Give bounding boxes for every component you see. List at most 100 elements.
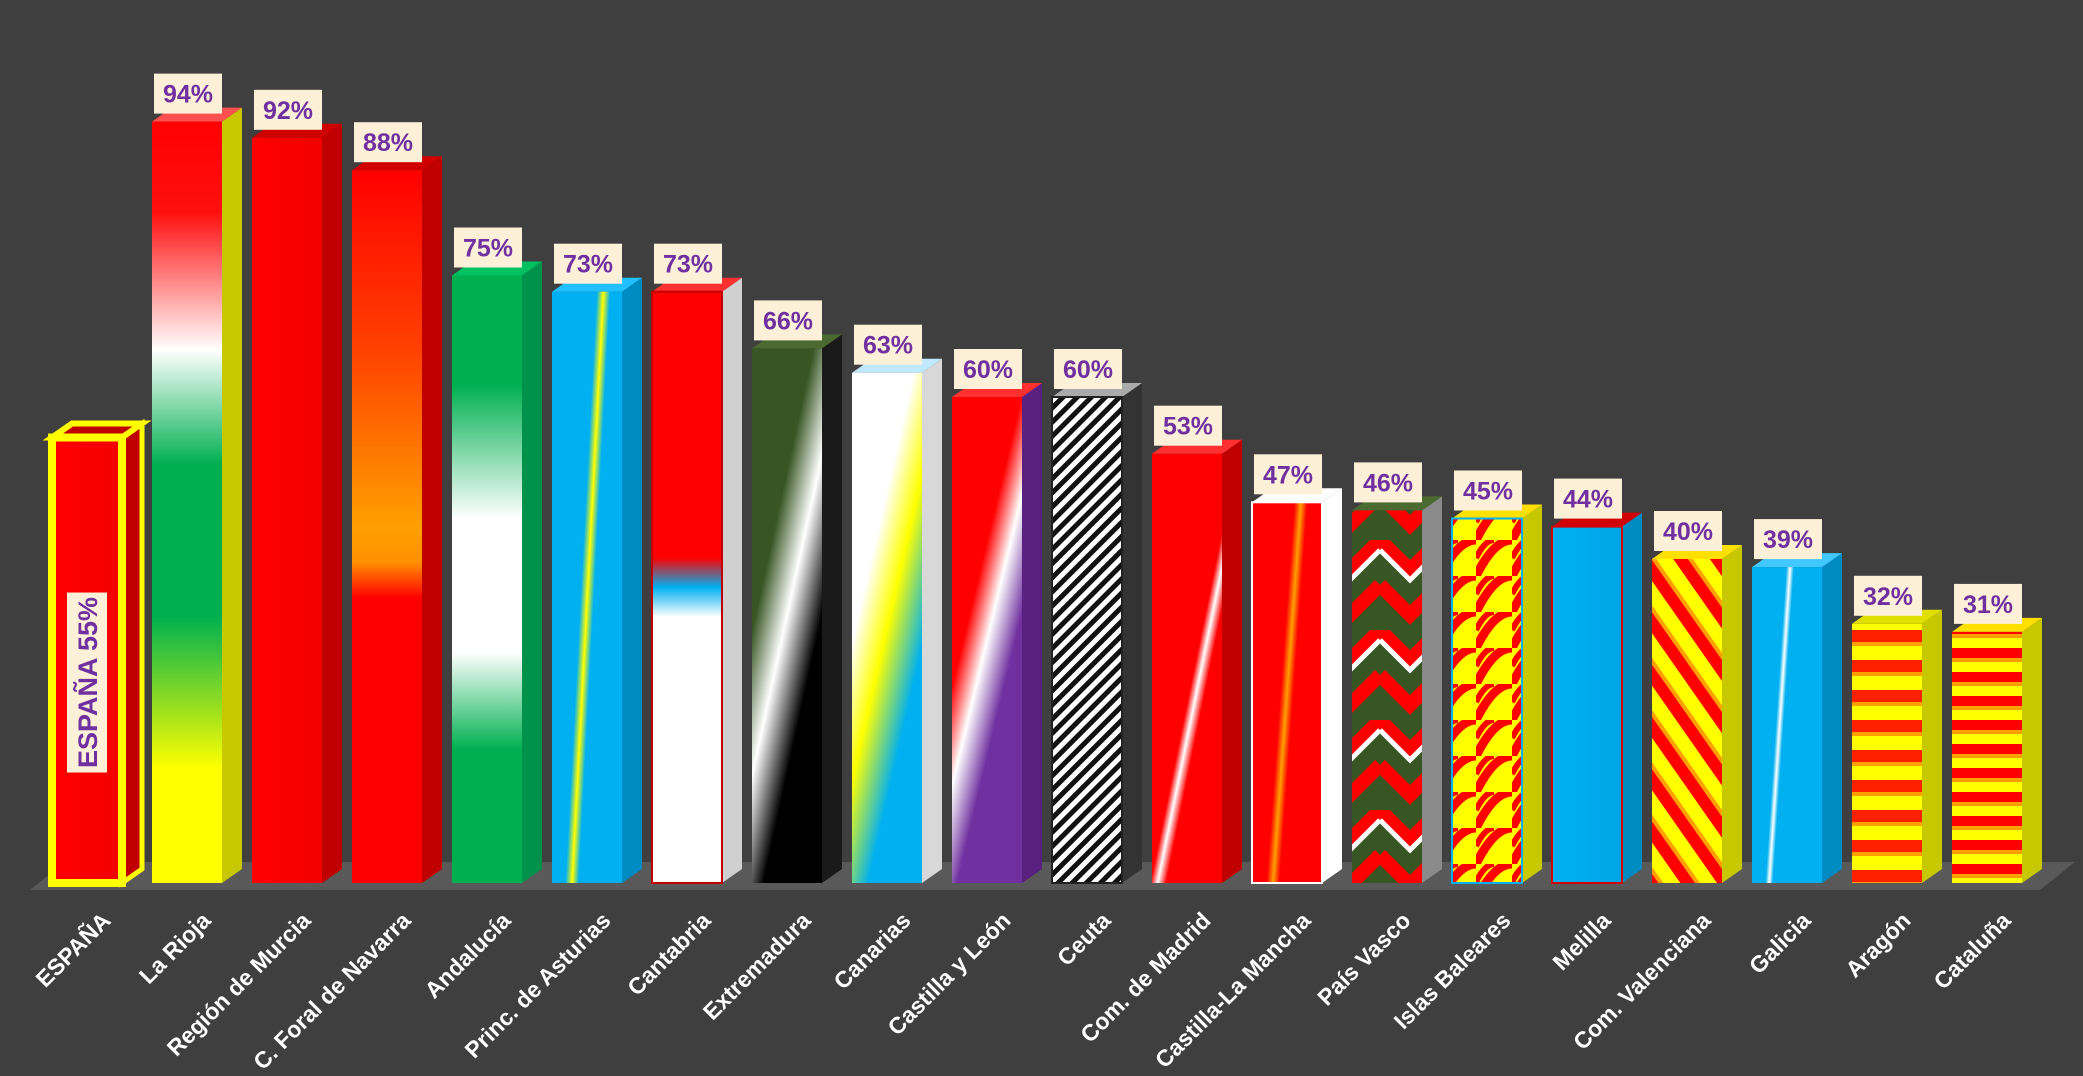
value-label-com-valenciana: 40% [1654, 511, 1722, 551]
bar-front [452, 275, 522, 883]
bar-com-de-madrid [1152, 439, 1242, 883]
value-label-la-rioja: 94% [154, 73, 222, 114]
bar-front [651, 290, 723, 884]
bar-front [1551, 525, 1623, 884]
bar-cantabria [651, 277, 742, 884]
bar-side [1222, 439, 1242, 883]
value-label-islas-baleares: 45% [1454, 470, 1522, 511]
value-label-text: 40% [1663, 518, 1713, 546]
bar-extremadura [752, 334, 842, 883]
value-label-c-foral-de-navarra: 88% [354, 122, 422, 163]
bar-front [352, 170, 422, 883]
value-label-galicia: 39% [1754, 519, 1822, 560]
bar-front [1152, 453, 1222, 883]
bar-side [422, 156, 442, 883]
bar-side [522, 261, 542, 883]
value-label-text: 44% [1563, 486, 1613, 514]
bar-front [1852, 623, 1922, 883]
value-label-ceuta: 60% [1054, 349, 1122, 389]
bar-cataluna [1952, 617, 2042, 883]
bar-group [42, 107, 2042, 888]
bar-side [1722, 545, 1742, 883]
bar-side [322, 123, 342, 884]
value-label-text: 73% [663, 251, 713, 279]
value-label-andalucia: 75% [454, 227, 522, 268]
bar-front [1051, 396, 1123, 884]
value-label-castilla-y-leon: 60% [954, 349, 1022, 389]
category-label-pais-vasco: País Vasco [1312, 907, 1415, 1010]
category-label-espana: ESPAÑA [30, 906, 116, 992]
value-label-melilla: 44% [1554, 478, 1622, 519]
category-label-andalucia: Andalucía [419, 907, 515, 1003]
bar-side [722, 277, 742, 883]
value-label-text: 63% [863, 332, 913, 360]
bar-islas-baleares [1451, 504, 1542, 884]
value-label-text: 39% [1763, 526, 1813, 554]
bar-princ-de-asturias [552, 277, 642, 883]
bar-c-foral-de-navarra [352, 156, 442, 883]
bar-front [852, 372, 922, 883]
bar-side [1922, 609, 1942, 883]
bar-side [1622, 512, 1642, 883]
bar-castilla-y-leon [952, 383, 1042, 883]
value-label-text: 92% [263, 97, 313, 125]
value-label-cantabria: 73% [654, 243, 722, 284]
value-label-espana: ESPAÑA 55% [67, 592, 107, 773]
value-label-castilla-la-mancha: 47% [1254, 454, 1322, 495]
bar-melilla [1551, 512, 1642, 884]
category-label-la-rioja: La Rioja [134, 907, 216, 989]
value-label-text: 60% [1063, 356, 1113, 384]
bar-front [752, 348, 822, 883]
category-label-ceuta: Ceuta [1052, 907, 1116, 971]
bar-side [222, 107, 242, 884]
value-label-text: 47% [1263, 461, 1313, 489]
value-label-text: 45% [1463, 478, 1513, 506]
bar-la-rioja [152, 107, 242, 884]
bar-andalucia [452, 261, 542, 883]
category-label-cataluna: Cataluña [1928, 907, 2015, 994]
bar-side [1322, 488, 1342, 883]
value-label-text: 60% [963, 356, 1013, 384]
bar-side [122, 423, 142, 883]
bar-side [622, 277, 642, 883]
value-label-text: 32% [1863, 583, 1913, 611]
value-label-canarias: 63% [854, 324, 922, 365]
category-label-cantabria: Cantabria [622, 907, 716, 1001]
bar-side [822, 334, 842, 883]
value-label-com-de-madrid: 53% [1154, 405, 1222, 446]
bar-galicia [1752, 553, 1842, 883]
value-label-pais-vasco: 46% [1354, 462, 1422, 503]
value-label-text: ESPAÑA 55% [72, 597, 103, 768]
value-label-text: 31% [1963, 591, 2013, 619]
value-label-text: 88% [363, 129, 413, 157]
bar-front [1952, 631, 2022, 883]
value-label-aragon: 32% [1854, 575, 1922, 616]
bar-ceuta [1051, 383, 1142, 884]
bar-side [922, 358, 942, 883]
bar-com-valenciana [1652, 545, 1742, 883]
value-label-text: 73% [563, 251, 613, 279]
value-label-text: 46% [1363, 469, 1413, 497]
category-label-galicia: Galicia [1744, 907, 1816, 979]
bar-side [1522, 504, 1542, 883]
bar-front [1451, 517, 1523, 884]
bar-pais-vasco [1352, 496, 1442, 883]
value-label-group: ESPAÑA 55% 94% 92% 88% 75% 73% 73% 66% 63% 60% 60%… [67, 73, 2022, 773]
value-label-text: 94% [163, 81, 213, 109]
bar-side [1022, 383, 1042, 883]
bar-side [2022, 617, 2042, 883]
category-label-canarias: Canarias [828, 907, 915, 994]
value-label-text: 75% [463, 235, 513, 263]
value-label-cataluna: 31% [1954, 583, 2022, 624]
category-label-aragon: Aragón [1840, 907, 1915, 982]
value-label-text: 53% [1163, 413, 1213, 441]
bar-front [1352, 510, 1422, 883]
bar-front [552, 291, 622, 883]
bar-front [1652, 559, 1722, 883]
category-label-melilla: Melilla [1547, 907, 1615, 975]
bar-side [1122, 383, 1142, 883]
bar-side [1422, 496, 1442, 883]
bar-aragon [1852, 609, 1942, 883]
